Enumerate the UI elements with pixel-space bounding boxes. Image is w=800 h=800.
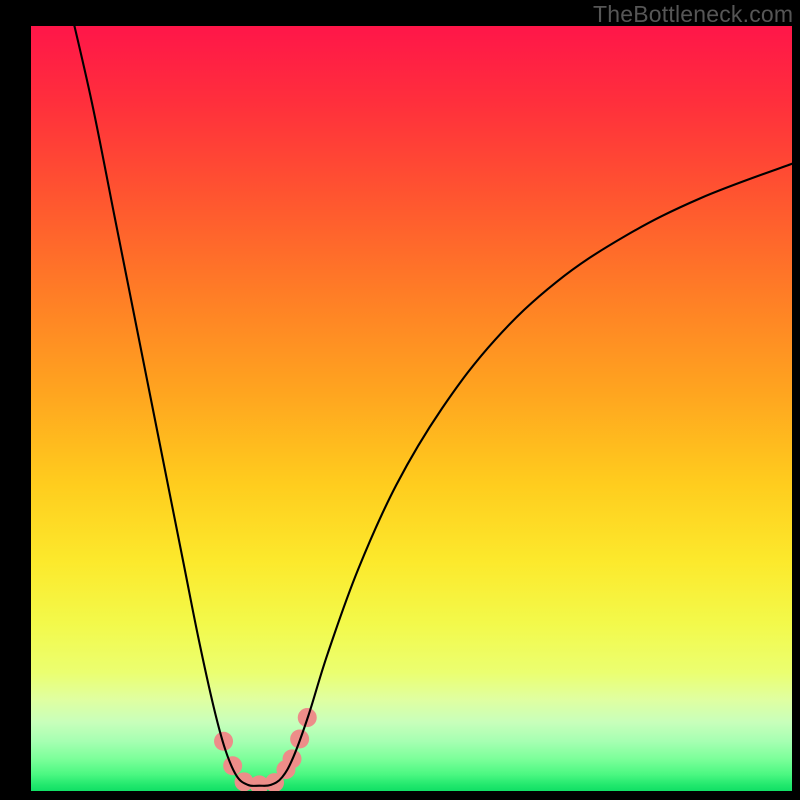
watermark-text: TheBottleneck.com xyxy=(593,1,793,28)
gradient-background xyxy=(31,26,792,791)
plot-area xyxy=(31,26,792,791)
chart-svg xyxy=(31,26,792,791)
curve-marker xyxy=(223,756,242,775)
